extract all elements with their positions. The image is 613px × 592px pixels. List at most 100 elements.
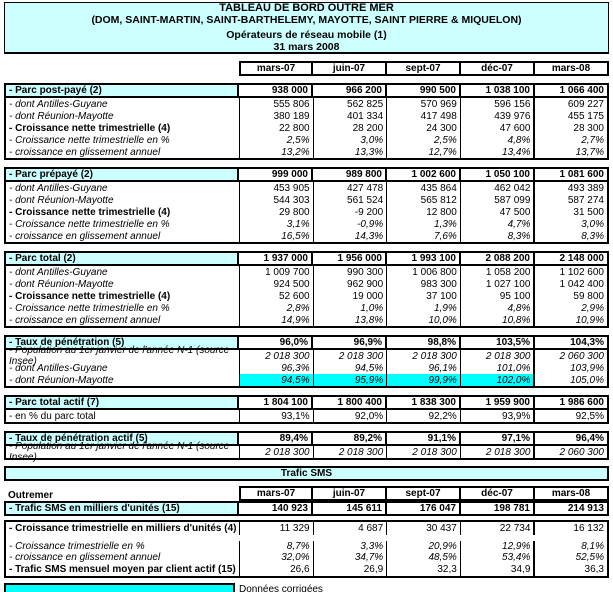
- column-header: mars-07: [239, 486, 313, 501]
- value-cell: 93,1%: [239, 410, 313, 422]
- column-header: juin-07: [313, 61, 387, 76]
- report-subtitle: (DOM, SAINT-MARTIN, SAINT-BARTHELEMY, MA…: [91, 14, 522, 26]
- value-cell: 565 812: [386, 194, 460, 206]
- value-cell: 47 600: [459, 122, 534, 134]
- row-label: - dont Antilles-Guyane: [9, 266, 108, 278]
- value-cell: 102,0%: [459, 374, 534, 386]
- row-label: - Croissance nette trimestrielle en %: [9, 302, 170, 314]
- value-cell: 2,8%: [239, 302, 313, 314]
- section-header-row: - Parc total (2) 1 937 000 1 956 000 1 993 …: [4, 251, 609, 266]
- value-cell: 13,3%: [312, 146, 387, 158]
- table-section: - Taux de pénétration (5) 96,0% 96,9% 98,8%…: [4, 335, 609, 388]
- value-cell: 103,5%: [461, 335, 535, 350]
- value-cell: 587 274: [533, 194, 607, 206]
- value-cell: 13,8%: [312, 314, 387, 326]
- table-row: - Croissance nette trimestrielle (4) 29 8…: [6, 206, 607, 218]
- value-cell: 427 478: [312, 182, 387, 194]
- value-cell: 1 102 600: [533, 266, 607, 278]
- row-label: - Population au 1er janvier de l'année N…: [9, 441, 230, 463]
- value-cell: 1 027 100: [459, 278, 534, 290]
- value-cell: 596 156: [459, 98, 534, 110]
- value-cell: 3,1%: [239, 218, 313, 230]
- value-cell: 1,9%: [386, 302, 460, 314]
- table-section: - Parc post-payé (2) 938 000 966 200 990 50…: [4, 83, 609, 160]
- value-cell: 24 300: [386, 122, 460, 134]
- table-row: - croissance en glissement annuel 14,9% 13…: [6, 314, 607, 326]
- value-cell: 95 100: [459, 290, 534, 302]
- table-row: - Population au 1er janvier de l'année N…: [6, 345, 607, 367]
- value-cell: 13,2%: [239, 146, 313, 158]
- value-cell: 97,1%: [461, 431, 535, 446]
- value-cell: 562 825: [312, 98, 387, 110]
- value-cell: 20,9%: [386, 541, 460, 552]
- value-cell: 36,3: [533, 563, 607, 576]
- value-cell: 439 976: [459, 110, 534, 122]
- value-cell: 34,7%: [312, 552, 387, 563]
- value-cell: 2 018 300: [312, 350, 387, 362]
- column-header: sept-07: [387, 486, 461, 501]
- value-cell: 96,3%: [239, 362, 313, 374]
- row-label: - croissance en glissement annuel: [9, 552, 161, 563]
- value-cell: 3,0%: [312, 134, 387, 146]
- table-row: - Croissance nette trimestrielle (4) 22 8…: [6, 122, 607, 134]
- value-cell: 37 100: [386, 290, 460, 302]
- value-cell: 96,0%: [239, 335, 313, 350]
- row-label: - Croissance nette trimestrielle (4): [9, 290, 171, 302]
- value-cell: 561 524: [312, 194, 387, 206]
- column-header: mars-08: [535, 61, 609, 76]
- table-row: - croissance en glissement annuel 32,0% 34…: [6, 552, 607, 563]
- value-cell: 22 800: [239, 122, 313, 134]
- value-cell: 104,3%: [535, 335, 609, 350]
- value-cell: 13,7%: [533, 146, 607, 158]
- value-cell: 1 838 300: [387, 395, 461, 410]
- value-cell: 98,8%: [387, 335, 461, 350]
- table-row: - dont Antilles-Guyane 1 009 700 990 300 1 …: [6, 266, 607, 278]
- value-cell: 34,9: [459, 563, 534, 576]
- section-header-row: - Taux de pénétration (5) 96,0% 96,9% 98,8%…: [4, 335, 609, 350]
- value-cell: 13,4%: [459, 146, 534, 158]
- row-label: - dont Antilles-Guyane: [9, 362, 108, 374]
- table-row: - croissance en glissement annuel 16,5% 14…: [6, 230, 607, 242]
- value-cell: 32,0%: [239, 552, 313, 563]
- value-cell: 32,3: [386, 563, 460, 576]
- value-cell: 93,9%: [459, 410, 534, 422]
- value-cell: 462 042: [459, 182, 534, 194]
- row-label: - Croissance nette trimestrielle (4): [9, 206, 171, 218]
- value-cell: 2 060 300: [533, 446, 607, 458]
- table-row: - dont Réunion-Mayotte 94,5% 95,9% 99,9% 102…: [6, 374, 607, 386]
- value-cell: 380 189: [239, 110, 313, 122]
- table-section: - Parc prépayé (2) 999 000 989 800 1 002 60…: [4, 167, 609, 244]
- value-cell: 435 864: [386, 182, 460, 194]
- value-cell: 4,7%: [459, 218, 534, 230]
- table-row: - dont Réunion-Mayotte 544 303 561 524 565 …: [6, 194, 607, 206]
- value-cell: 103,9%: [533, 362, 607, 374]
- value-cell: 28 300: [533, 122, 607, 134]
- row-label: - Taux de pénétration actif (5): [4, 431, 239, 446]
- table-section: - Parc total (2) 1 937 000 1 956 000 1 993 …: [4, 251, 609, 328]
- table-row: - Croissance nette trimestrielle en % 3,1…: [6, 218, 607, 230]
- value-cell: 493 389: [533, 182, 607, 194]
- value-cell: 2,9%: [533, 302, 607, 314]
- section-header-row: - Trafic SMS en milliers d'unités (15) 14…: [4, 501, 609, 516]
- value-cell: 29 800: [239, 206, 313, 218]
- value-cell: 2 018 300: [459, 446, 534, 458]
- table-row: - Population au 1er janvier de l'année N…: [6, 441, 607, 463]
- value-cell: 10,8%: [459, 314, 534, 326]
- value-cell: 12 800: [386, 206, 460, 218]
- value-cell: 544 303: [239, 194, 313, 206]
- table-row: - dont Réunion-Mayotte 380 189 401 334 417 …: [6, 110, 607, 122]
- value-cell: 2 148 000: [535, 251, 609, 266]
- value-cell: 214 913: [535, 501, 609, 516]
- sms-table-section: - Trafic SMS en milliers d'unités (15) 14…: [0, 501, 613, 578]
- value-cell: 10,9%: [533, 314, 607, 326]
- corrected-data-swatch: [4, 583, 235, 592]
- value-cell: 962 900: [312, 278, 387, 290]
- column-header-spacer: [4, 61, 239, 76]
- value-cell: 12,7%: [386, 146, 460, 158]
- column-header: sept-07: [387, 61, 461, 76]
- row-label: - Trafic SMS en milliers d'unités (15): [4, 501, 239, 516]
- value-cell: 59 800: [533, 290, 607, 302]
- value-cell: 3,3%: [312, 541, 387, 552]
- value-cell: 198 781: [461, 501, 535, 516]
- value-cell: 2,7%: [533, 134, 607, 146]
